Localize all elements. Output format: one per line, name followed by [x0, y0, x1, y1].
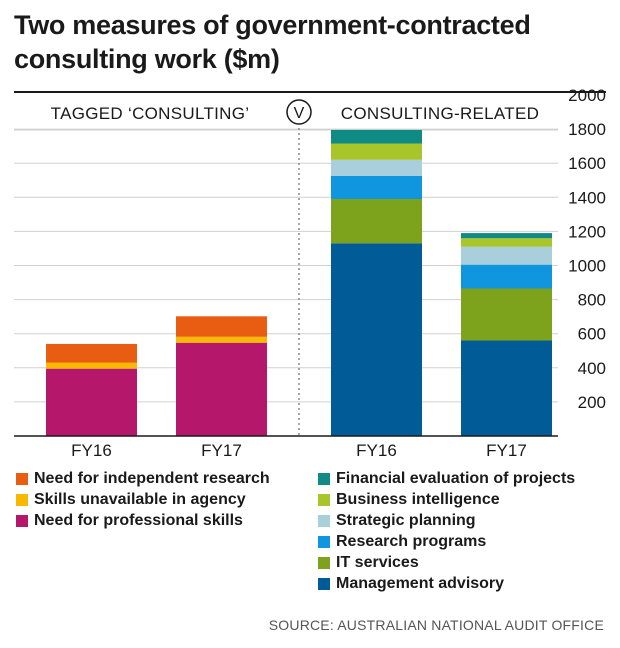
- legend-swatch: [16, 493, 28, 506]
- y-tick-label: 1400: [568, 188, 606, 207]
- bar-segment-business-intelligence: [331, 143, 422, 160]
- legend-swatch: [318, 493, 330, 506]
- bar-segment-skills-unavailable-in-agency: [46, 362, 137, 369]
- legend-swatch: [16, 514, 28, 527]
- legend-item: Research programs: [318, 531, 575, 552]
- legend-item: Strategic planning: [318, 510, 575, 531]
- bar-segment-need-for-professional-skills: [176, 342, 267, 436]
- y-tick-label: 1800: [568, 120, 606, 139]
- stacked-bar-chart: 200 400 600 800 1000 1200 1400 1600 1800 2000 TAGG…: [14, 86, 606, 460]
- legend-label: Need for professional skills: [34, 511, 243, 529]
- bar-segment-business-intelligence: [461, 238, 552, 247]
- y-tick-label: 1200: [568, 222, 606, 241]
- panel-heading-tagged: TAGGED ‘CONSULTING’: [51, 104, 250, 123]
- bar-segment-management-advisory: [461, 340, 552, 436]
- bar-segment-need-for-professional-skills: [46, 368, 137, 436]
- bar-segment-strategic-planning: [331, 159, 422, 176]
- x-tick-label: FY17: [201, 441, 242, 460]
- legend-label: Management advisory: [336, 574, 505, 592]
- versus-label: V: [294, 105, 305, 122]
- legend-label: Need for independent research: [34, 469, 270, 487]
- legend-item: Management advisory: [318, 573, 575, 594]
- legend-label: Financial evaluation of projects: [336, 469, 576, 487]
- y-tick-label: 200: [578, 393, 606, 412]
- legend-item: Financial evaluation of projects: [318, 468, 575, 489]
- legend-item: Skills unavailable in agency: [16, 489, 270, 510]
- legend-label: Business intelligence: [336, 490, 500, 508]
- versus-circle: [286, 99, 312, 125]
- x-tick-label: FY17: [486, 441, 527, 460]
- bar-segment-management-advisory: [331, 243, 422, 436]
- y-tick-label: 1000: [568, 257, 606, 276]
- bar-segment-strategic-planning: [461, 246, 552, 265]
- bar-segment-it-services: [461, 288, 552, 341]
- legend-item: Need for independent research: [16, 468, 270, 489]
- bar-segment-financial-evaluation-of-projects: [331, 129, 422, 144]
- legend-label: Research programs: [336, 532, 487, 550]
- bar-segment-it-services: [331, 199, 422, 244]
- bar-segment-research-programs: [461, 264, 552, 289]
- panel-heading-consulting-related: CONSULTING-RELATED: [341, 104, 539, 123]
- y-tick-label: 2000: [568, 86, 606, 105]
- source-note: SOURCE: AUSTRALIAN NATIONAL AUDIT OFFICE: [268, 617, 604, 633]
- legend-item: Need for professional skills: [16, 510, 270, 531]
- legend-swatch: [16, 472, 28, 485]
- bar-segment-need-for-independent-research: [176, 316, 267, 337]
- legend-label: Skills unavailable in agency: [34, 490, 246, 508]
- chart-title: Two measures of government-contracted co…: [14, 10, 531, 74]
- legend-swatch: [318, 514, 330, 527]
- y-tick-label: 400: [578, 359, 606, 378]
- legend-swatch: [318, 556, 330, 569]
- legend-item: IT services: [318, 552, 575, 573]
- y-tick-label: 600: [578, 325, 606, 344]
- legend-swatch: [318, 472, 330, 485]
- bar-segment-need-for-independent-research: [46, 343, 137, 363]
- bar-segment-skills-unavailable-in-agency: [176, 336, 267, 343]
- bar-segment-research-programs: [331, 175, 422, 200]
- legend-label: IT services: [336, 553, 419, 571]
- x-tick-label: FY16: [71, 441, 112, 460]
- y-tick-label: 1600: [568, 154, 606, 173]
- bar-segment-financial-evaluation-of-projects: [461, 233, 552, 239]
- legend-item: Business intelligence: [318, 489, 575, 510]
- legend-label: Strategic planning: [336, 511, 476, 529]
- y-tick-label: 800: [578, 291, 606, 310]
- legend-right: Financial evaluation of projects Business…: [318, 468, 575, 594]
- legend-swatch: [318, 577, 330, 590]
- legend-left: Need for independent research Skills unav…: [16, 468, 270, 531]
- x-tick-label: FY16: [356, 441, 397, 460]
- legend-swatch: [318, 535, 330, 548]
